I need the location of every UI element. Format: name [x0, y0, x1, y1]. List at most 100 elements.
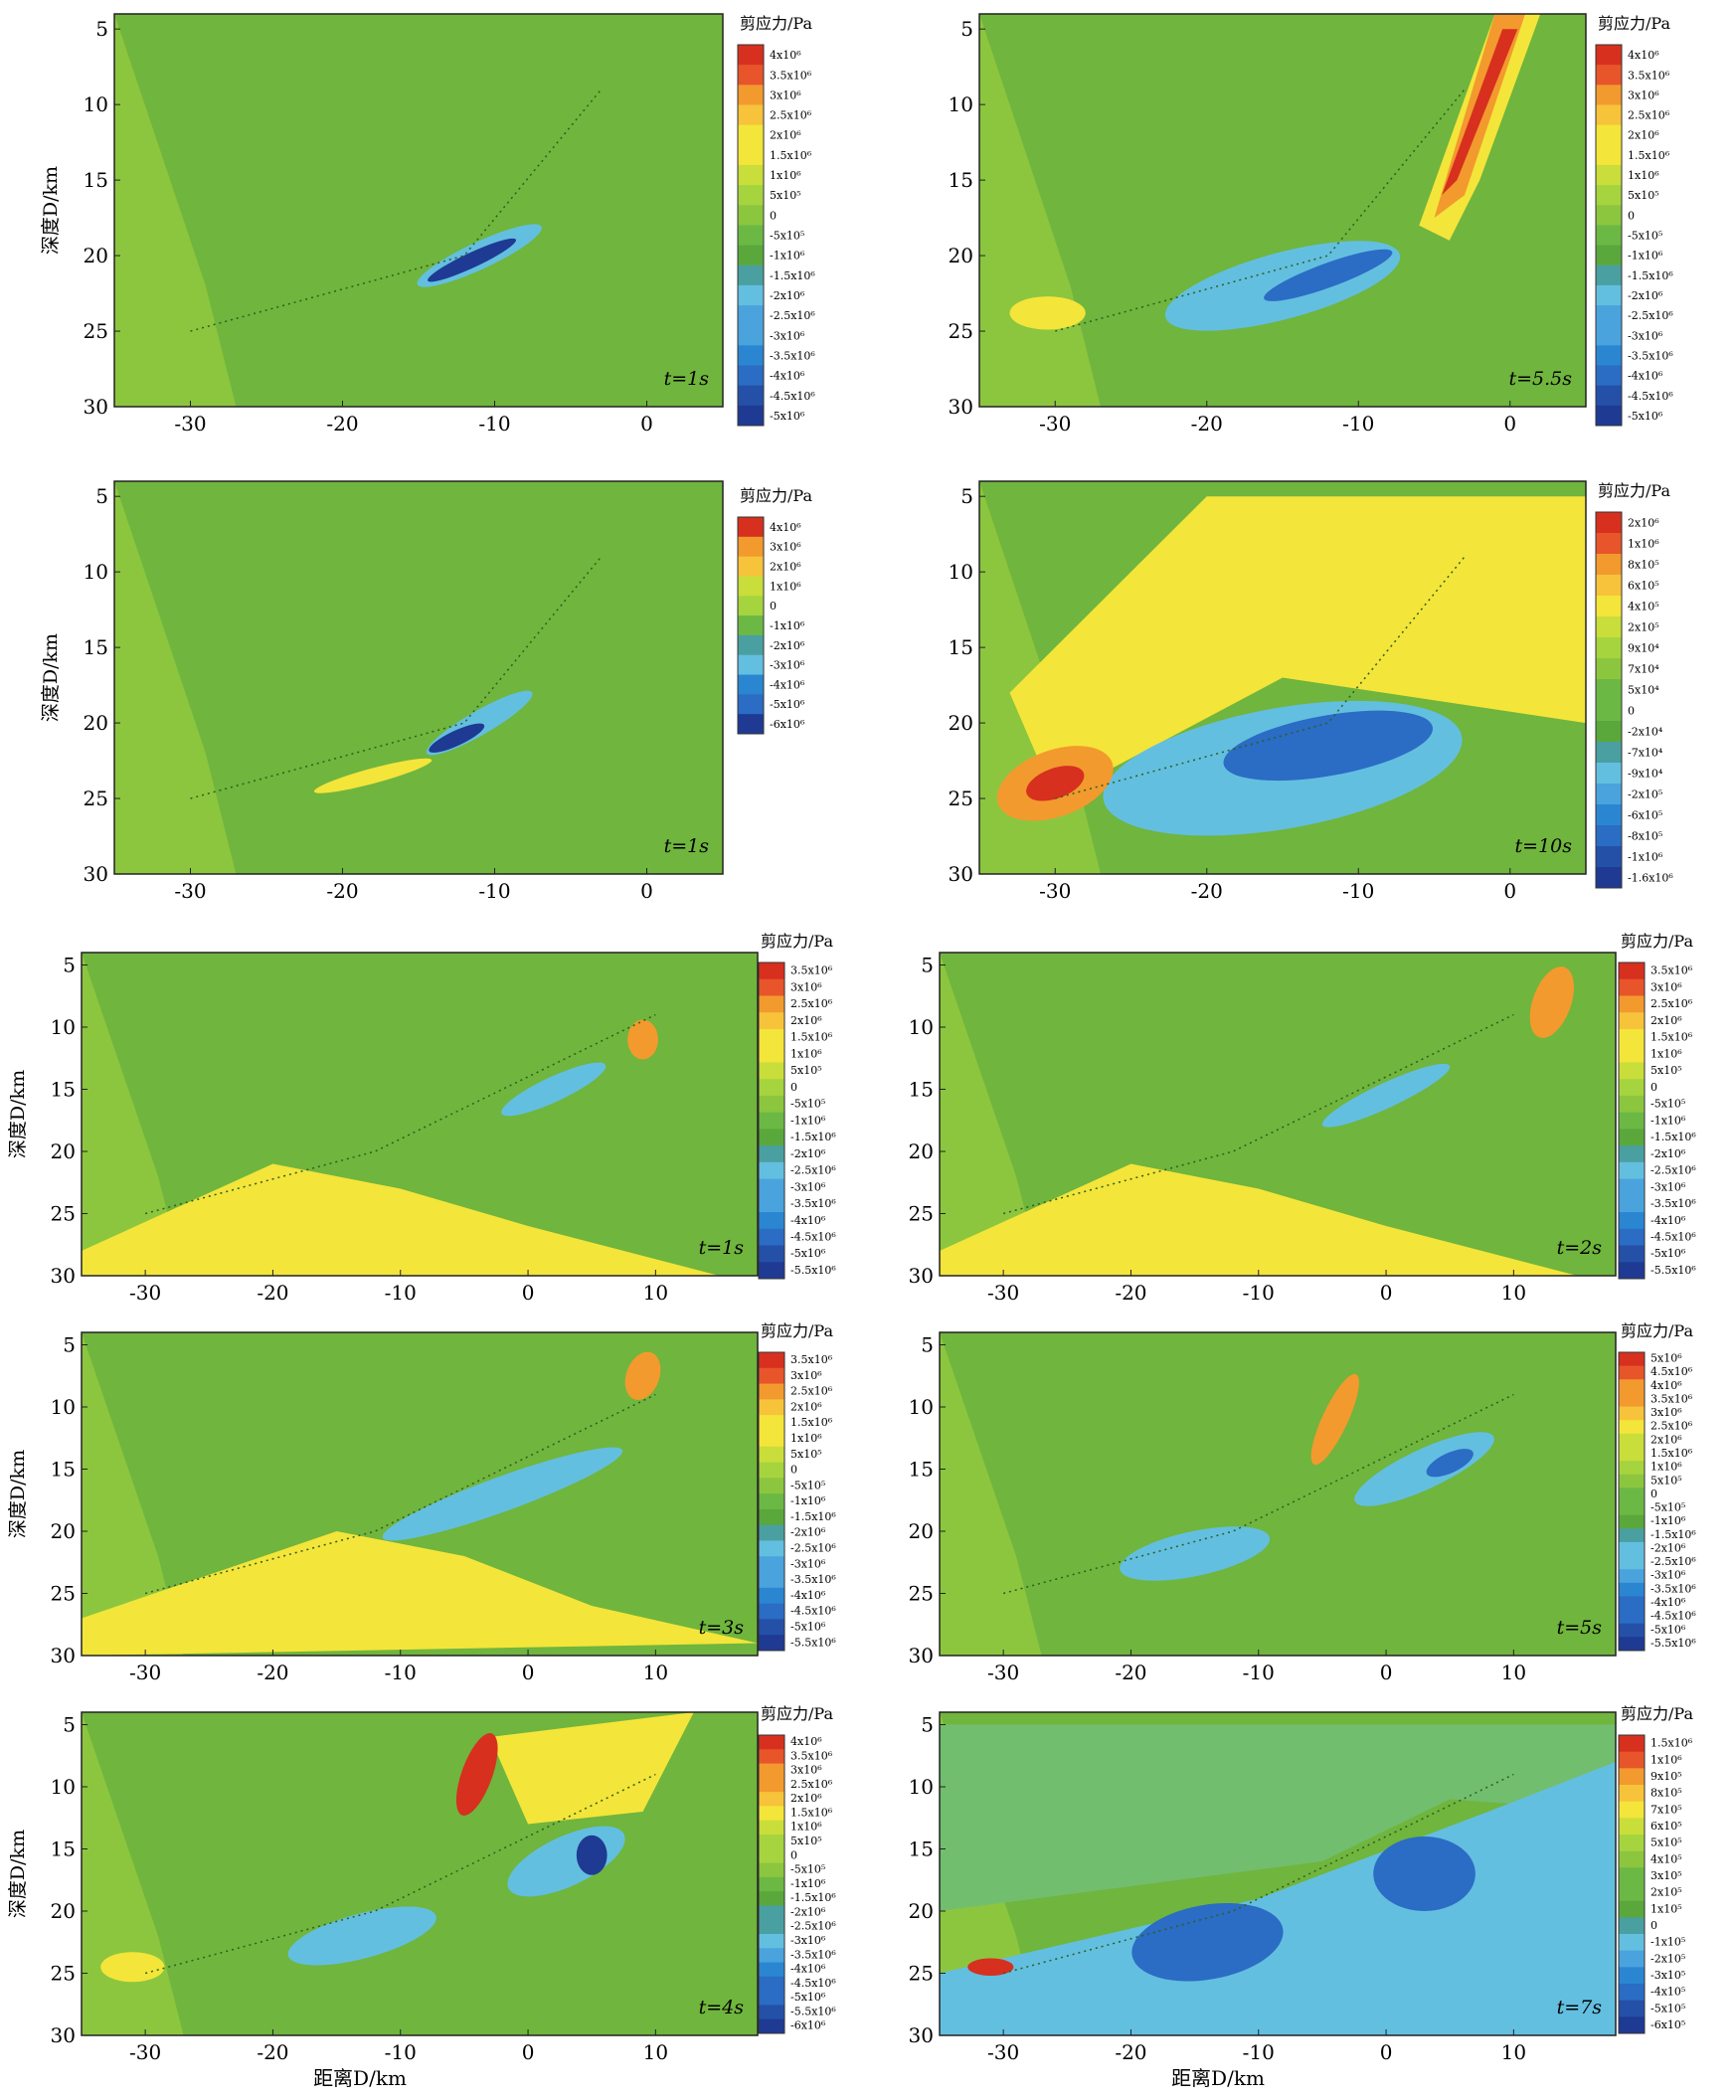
y-tick-label: 10 [909, 1395, 934, 1419]
colorbar-title: 剪应力/Pa [761, 1321, 833, 1340]
colorbar-swatch [738, 245, 764, 266]
colorbar-label: 4.5x10⁶ [1650, 1365, 1693, 1378]
colorbar-swatch [759, 1112, 784, 1130]
colorbar-label: 2.5x10⁶ [770, 109, 812, 122]
stress-region [1442, 29, 1518, 196]
colorbar-swatch [1596, 742, 1622, 764]
time-label: t=5s [1557, 1617, 1603, 1639]
colorbar-label: -4x10⁶ [1628, 370, 1663, 383]
figure-panel: 5 10 15 20 25 30 -30 -20 -10 0 t=1s 深度D/km 剪应力/Pa 4x1… [40, 480, 812, 903]
y-axis-label: 深度D/km [40, 633, 62, 722]
stress-patch [501, 1062, 607, 1117]
colorbar-swatch [1619, 1555, 1645, 1570]
colorbar-label: 5x10⁵ [1628, 189, 1659, 202]
colorbar-swatch [759, 2005, 784, 2020]
x-tick-label: -30 [129, 1661, 161, 1684]
colorbar-label: 5x10⁵ [790, 1835, 822, 1847]
colorbar-label: 1x10⁶ [1628, 538, 1659, 551]
colorbar-label: -1.5x10⁶ [1628, 269, 1673, 282]
colorbar-label: -4.5x10⁶ [1650, 1231, 1696, 1244]
colorbar-label: -4x10⁵ [1650, 1986, 1685, 1999]
colorbar-swatch [1619, 1917, 1645, 1935]
colorbar-label: -1x10⁶ [790, 1877, 826, 1890]
colorbar-label: -3x10⁶ [1628, 329, 1663, 342]
colorbar-swatch [1619, 1262, 1645, 1280]
figure-panel: 5 10 15 20 25 30 -30 -20 -10 0 t=5.5s 剪应力/Pa 4x10⁶ 3.… [949, 13, 1673, 436]
colorbar-label: -5x10⁵ [1650, 1501, 1685, 1514]
plot-area [940, 953, 1616, 1276]
colorbar-label: 1.5x10⁶ [790, 1806, 833, 1819]
colorbar-label: -4.5x10⁶ [1650, 1610, 1696, 1623]
colorbar-label: -2x10⁶ [1650, 1541, 1686, 1554]
colorbar-label: -2.5x10⁶ [1628, 309, 1673, 322]
colorbar-label: -6x10⁵ [1650, 2018, 1685, 2031]
colorbar-label: -5x10⁶ [770, 410, 805, 423]
y-tick-label: 30 [909, 1264, 934, 1288]
colorbar-label: -3.5x10⁶ [790, 1573, 836, 1586]
colorbar-label: 2x10⁵ [1628, 621, 1659, 634]
figure-panel: 5 10 15 20 25 30 -30 -20 -10 0 t=1s 深度D/km 剪应力/Pa 4x1… [40, 13, 815, 436]
x-tick-label: -10 [1342, 879, 1374, 903]
colorbar-swatch [738, 225, 764, 247]
colorbar-swatch [1596, 616, 1622, 638]
x-tick-label: 0 [1503, 879, 1516, 903]
colorbar-label: -3x10⁶ [790, 1557, 826, 1570]
colorbar-label: 3.5x10⁶ [790, 1749, 833, 1762]
colorbar-swatch [1619, 1228, 1645, 1247]
y-tick-label: 10 [949, 92, 973, 116]
colorbar-swatch [759, 1462, 784, 1479]
y-tick-label: 25 [51, 1202, 76, 1226]
colorbar-swatch [1596, 575, 1622, 597]
colorbar-swatch [1619, 1785, 1645, 1803]
colorbar-label: 2x10⁶ [790, 1400, 822, 1413]
stress-patch [1373, 1837, 1476, 1911]
colorbar-label: -3x10⁶ [770, 329, 805, 342]
stress-region [940, 1762, 1616, 2035]
colorbar-label: 0 [1650, 1919, 1657, 1932]
colorbar-swatch [759, 1934, 784, 1949]
colorbar-frame [737, 516, 765, 735]
colorbar-label: -4x10⁶ [790, 1963, 826, 1976]
colorbar-label: -5x10⁶ [790, 1991, 826, 2004]
colorbar-swatch [1619, 1095, 1645, 1114]
colorbar-swatch [738, 576, 764, 597]
colorbar-swatch [1619, 1967, 1645, 1985]
y-tick-label: 25 [84, 787, 108, 810]
y-axis-label: 深度D/km [7, 1450, 29, 1538]
y-tick-label: 20 [949, 244, 973, 267]
colorbar-swatch [759, 1603, 784, 1620]
colorbar-swatch [738, 284, 764, 306]
y-tick-label: 30 [51, 1264, 76, 1288]
colorbar-title: 剪应力/Pa [1621, 1704, 1693, 1723]
colorbar-label: -2x10⁶ [790, 1905, 826, 1918]
plot-frame [978, 13, 1587, 408]
colorbar-swatch [1619, 1161, 1645, 1180]
colorbar-swatch [759, 1028, 784, 1047]
x-tick-label: -20 [326, 412, 358, 436]
colorbar-swatch [1619, 978, 1645, 996]
colorbar-title: 剪应力/Pa [740, 486, 812, 505]
colorbar-label: 3.5x10⁶ [790, 1353, 833, 1366]
colorbar-swatch [1619, 1637, 1645, 1652]
colorbar-swatch [759, 1415, 784, 1432]
y-tick-label: 15 [909, 1078, 934, 1102]
y-tick-label: 10 [84, 92, 108, 116]
colorbar-swatch [759, 1045, 784, 1063]
colorbar-swatch [759, 1891, 784, 1906]
colorbar-swatch [759, 1478, 784, 1494]
stress-patch [576, 1835, 608, 1875]
colorbar-label: 4x10⁶ [790, 1735, 822, 1748]
colorbar-label: 6x10⁵ [1628, 580, 1659, 593]
colorbar-label: 6x10⁵ [1650, 1820, 1682, 1833]
stress-patch [382, 1447, 623, 1541]
colorbar-swatch [1619, 1461, 1645, 1476]
y-tick-label: 15 [949, 168, 973, 192]
x-tick-label: -10 [1243, 1281, 1275, 1305]
colorbar-swatch [1619, 1212, 1645, 1230]
colorbar-label: 1x10⁶ [1650, 1047, 1682, 1060]
colorbar-swatch [759, 1352, 784, 1369]
colorbar-swatch [1619, 1488, 1645, 1502]
colorbar-label: -4x10⁶ [770, 678, 805, 691]
colorbar-label: -2.5x10⁶ [1650, 1164, 1696, 1177]
time-label: t=10s [1515, 835, 1573, 857]
